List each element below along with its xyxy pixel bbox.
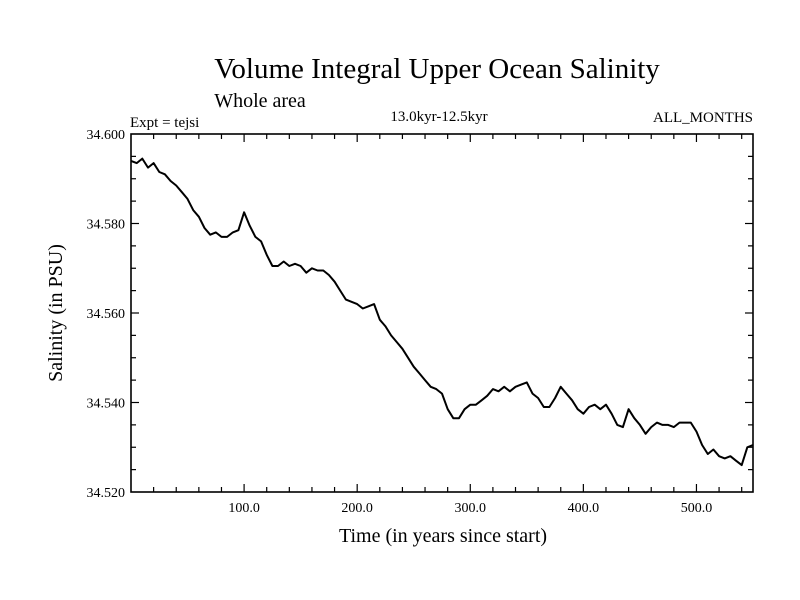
- x-tick-label: 300.0: [455, 501, 487, 516]
- chart-title: Volume Integral Upper Ocean Salinity: [214, 53, 660, 85]
- y-tick-label: 34.580: [87, 218, 126, 233]
- chart-subtitle: Whole area: [214, 90, 306, 112]
- x-tick-label: 100.0: [228, 501, 260, 516]
- axis-tick-labels: 100.0 200.0 300.0 400.0 500.0 34.520 34.540 34.…: [87, 128, 713, 516]
- axis-ticks: [131, 134, 753, 492]
- time-range-label: 13.0kyr-12.5kyr: [390, 109, 487, 125]
- x-tick-label: 400.0: [568, 501, 600, 516]
- plot-frame: [130, 133, 754, 493]
- x-tick-label: 200.0: [341, 501, 373, 516]
- y-tick-label: 34.520: [87, 486, 126, 501]
- y-tick-label: 34.560: [87, 307, 126, 322]
- y-tick-label: 34.540: [87, 397, 126, 412]
- months-label: ALL_MONTHS: [653, 110, 753, 126]
- y-tick-label: 34.600: [87, 128, 126, 143]
- x-axis-label: Time (in years since start): [339, 525, 547, 547]
- salinity-series-line: [130, 157, 754, 467]
- x-tick-label: 500.0: [681, 501, 713, 516]
- experiment-label: Expt = tejsi: [130, 115, 199, 131]
- y-axis-label: Salinity (in PSU): [45, 244, 67, 382]
